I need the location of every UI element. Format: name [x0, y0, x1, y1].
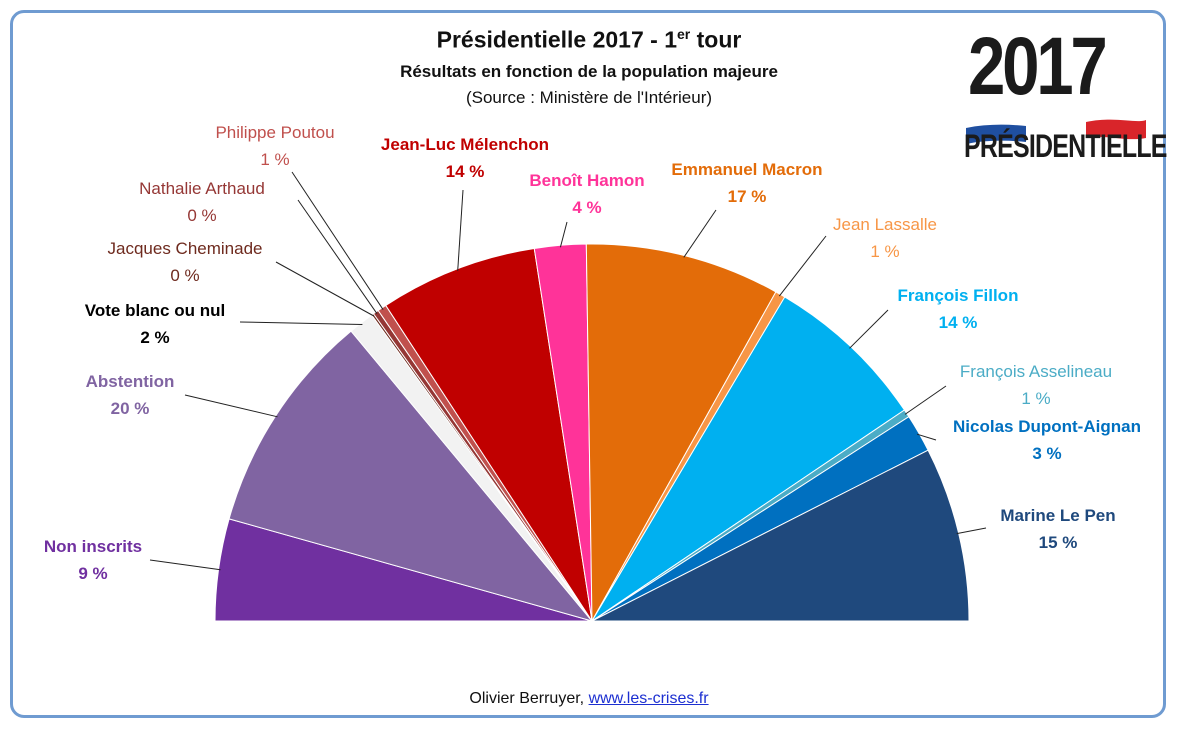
slice-value-label: 1 % [1021, 389, 1050, 408]
leader-line [275, 261, 375, 317]
slice-value-label: 4 % [572, 198, 601, 217]
leader-line [683, 209, 717, 258]
logo-word: PRÉSIDENTIELLE [964, 128, 1167, 164]
slice-name-label: Abstention [86, 372, 175, 391]
slice-name-label: Jean-Luc Mélenchon [381, 135, 549, 154]
slice-value-label: 14 % [446, 162, 485, 181]
leader-line [849, 309, 889, 349]
leader-line [904, 385, 947, 415]
leader-line [916, 433, 937, 441]
slice-value-label: 3 % [1032, 444, 1061, 463]
presidentielle-2017-logo: 2017 PRÉSIDENTIELLE [960, 21, 1167, 166]
leader-line [184, 394, 278, 418]
chart-slices [214, 243, 970, 623]
french-flag-band-icon [966, 119, 1146, 144]
logo-year: 2017 [968, 21, 1108, 112]
slice-value-label: 2 % [140, 328, 169, 347]
slice-value-label: 15 % [1039, 533, 1078, 552]
chart-labels: Non inscrits 9 % Abstention 20 % Vote blanc … [44, 123, 1141, 583]
footer-author: Olivier Berruyer, [469, 690, 585, 707]
slice-name-label: Emmanuel Macron [671, 160, 822, 179]
slice-name-label: Philippe Poutou [215, 123, 334, 142]
slice-value-label: 9 % [78, 564, 107, 583]
slice-name-label: François Asselineau [960, 362, 1112, 381]
slice-value-label: 1 % [260, 150, 289, 169]
leader-line [956, 527, 987, 535]
leader-line [297, 199, 378, 314]
leader-line [149, 559, 221, 571]
chart-title: Présidentielle 2017 - 1er tour [0, 26, 1178, 54]
leader-line [239, 321, 363, 325]
slice-value-label: 0 % [187, 206, 216, 225]
slice-name-label: Vote blanc ou nul [85, 301, 225, 320]
chart-title-end: tour [690, 26, 742, 53]
leader-line [457, 189, 464, 271]
slice-value-label: 17 % [728, 187, 767, 206]
chart-title-text: Présidentielle 2017 - 1 [436, 26, 677, 53]
leader-line [559, 221, 568, 248]
chart-source: (Source : Ministère de l'Intérieur) [465, 88, 713, 107]
slice-abstention [228, 330, 594, 622]
slice-name-label: Jean Lassalle [833, 215, 937, 234]
chart-subtitle: Résultats en fonction de la population m… [400, 62, 778, 81]
leader-line [778, 235, 827, 297]
slice-name-label: Non inscrits [44, 537, 142, 556]
chart-footer: Olivier Berruyer, www.les-crises.fr [0, 690, 1178, 708]
slice-name-label: François Fillon [898, 286, 1019, 305]
leader-line [291, 171, 384, 310]
chart-title-superscript: er [677, 26, 691, 42]
slice-name-label: Marine Le Pen [1000, 506, 1115, 525]
slice-value-label: 1 % [870, 242, 899, 261]
slice-jean-luc-melenchon [385, 247, 593, 622]
slice-value-label: 20 % [111, 399, 150, 418]
slice-name-label: Jacques Cheminade [108, 239, 263, 258]
slice-value-label: 14 % [939, 313, 978, 332]
slice-name-label: Benoît Hamon [529, 171, 644, 190]
slice-name-label: Nicolas Dupont-Aignan [953, 417, 1141, 436]
slice-value-label: 0 % [170, 266, 199, 285]
footer-link[interactable]: www.les-crises.fr [588, 690, 709, 707]
slice-emmanuel-macron [585, 243, 777, 623]
slice-name-label: Nathalie Arthaud [139, 179, 265, 198]
chart-leader-lines [149, 171, 987, 571]
